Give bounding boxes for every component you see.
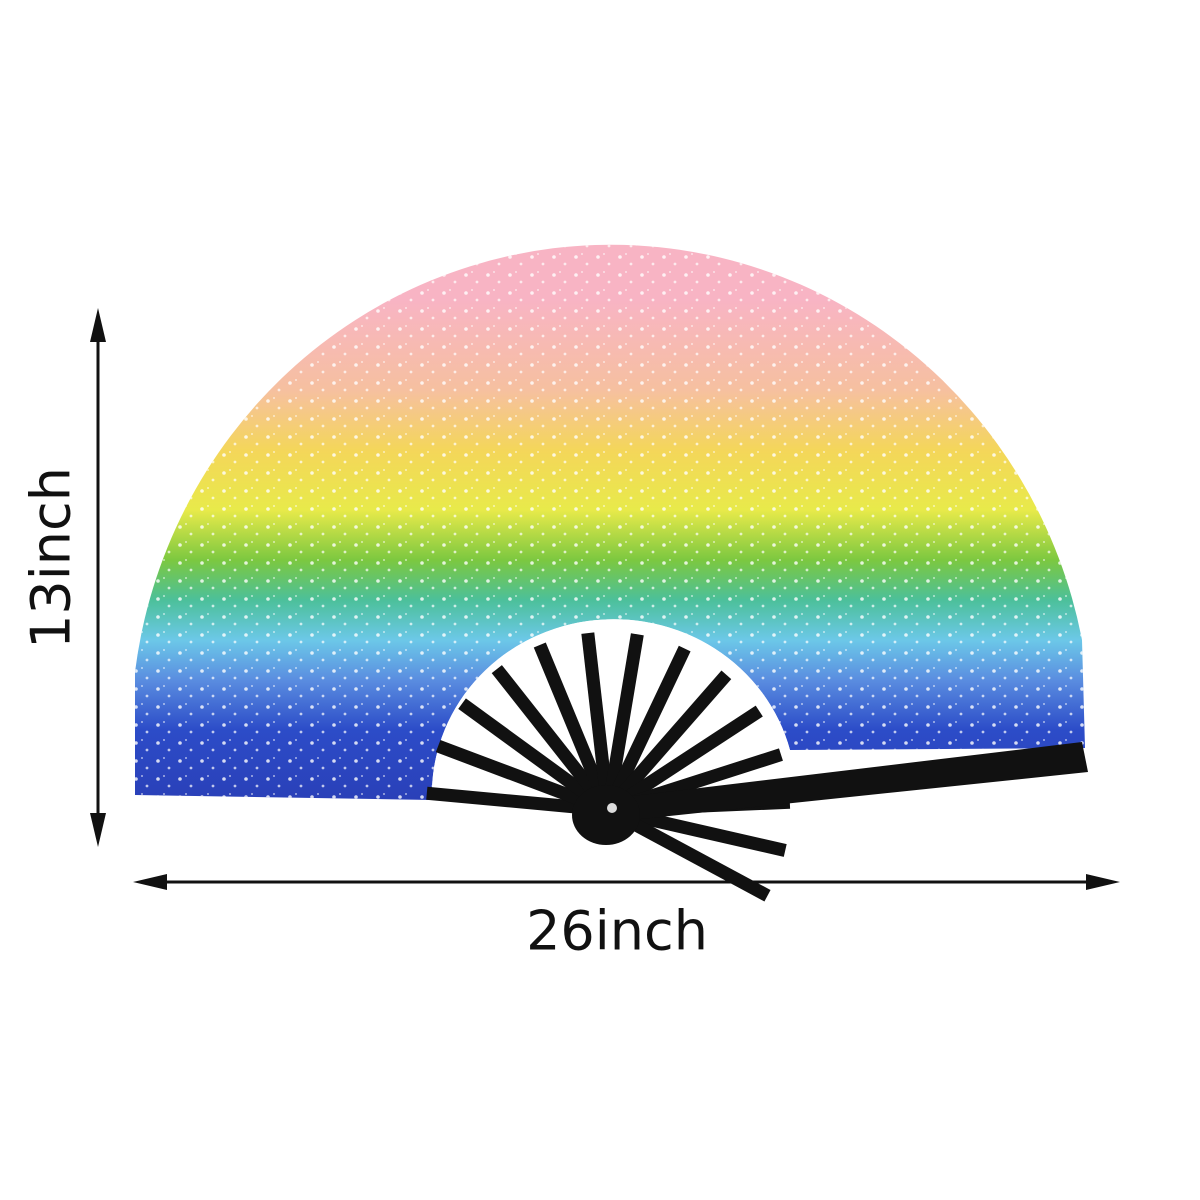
arrowhead — [90, 308, 106, 342]
fan-rib — [581, 632, 615, 811]
arrowhead — [90, 813, 106, 847]
fan-rib — [601, 633, 644, 812]
fan-handle — [600, 742, 1088, 822]
fan-inner — [431, 619, 790, 810]
pivot-rivet — [607, 803, 617, 813]
arrowhead — [133, 874, 167, 890]
fan-pivot — [572, 785, 640, 845]
fan-rib — [603, 670, 732, 815]
fan-rib — [604, 705, 763, 816]
fan-rib — [458, 698, 612, 816]
fan-rib — [533, 642, 615, 813]
fan-rib — [491, 665, 614, 815]
fan-sparkle — [135, 244, 1085, 800]
arrowhead — [1086, 874, 1120, 890]
height-label: 13inch — [20, 467, 83, 649]
width-label: 26inch — [526, 900, 708, 963]
fan-rib — [602, 645, 691, 813]
